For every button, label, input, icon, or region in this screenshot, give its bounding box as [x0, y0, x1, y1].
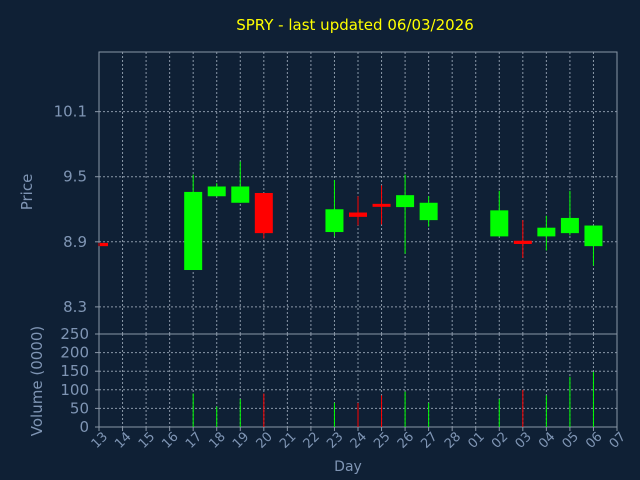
candle-body — [372, 203, 391, 207]
x-tick-label: 19 — [230, 429, 252, 451]
volume-tick-label: 0 — [79, 418, 89, 436]
x-tick-label: 27 — [418, 429, 440, 451]
candle-body — [490, 210, 509, 237]
volume-tick-label: 250 — [60, 325, 89, 343]
volume-tick-label: 150 — [60, 362, 89, 380]
grid-lines — [99, 52, 617, 427]
x-tick-label: 05 — [560, 429, 582, 451]
x-tick-label: 16 — [159, 429, 181, 451]
x-tick-label: 07 — [607, 429, 629, 451]
candle-body — [349, 212, 367, 217]
volume-axis-label: Volume (0000) — [28, 326, 46, 436]
candle-body — [396, 195, 415, 208]
price-tick-label: 8.3 — [63, 298, 87, 316]
candle-body — [537, 227, 556, 237]
volume-bars — [192, 371, 594, 427]
volume-tick-label: 100 — [60, 381, 89, 399]
axis-labels: 13 14 15 16 17 18 19 20 21 22 23 24 25 26 27 28 01 02 03 04… — [54, 103, 629, 452]
chart-title: SPRY - last updated 06/03/2026 — [236, 16, 474, 34]
x-tick-label: 03 — [513, 429, 535, 451]
x-tick-label: 17 — [183, 429, 205, 451]
volume-tick-label: 50 — [70, 399, 89, 417]
candle-body — [231, 186, 250, 203]
x-tick-label: 01 — [465, 429, 487, 451]
x-tick-label: 25 — [371, 429, 393, 451]
candle-body — [254, 193, 273, 234]
candle-body — [513, 240, 532, 244]
x-tick-label: 02 — [489, 429, 511, 451]
volume-tick-label: 200 — [60, 344, 89, 362]
x-tick-label: 15 — [136, 429, 158, 451]
candle-body — [100, 242, 108, 247]
x-tick-label: 28 — [442, 429, 464, 451]
x-tick-label: 22 — [301, 429, 323, 451]
x-tick-label: 06 — [583, 429, 605, 451]
x-tick-label: 13 — [89, 429, 111, 451]
price-tick-label: 8.9 — [63, 233, 87, 251]
x-tick-label: 24 — [348, 429, 370, 451]
x-tick-label: 23 — [324, 429, 346, 451]
x-tick-label: 14 — [112, 429, 134, 451]
x-tick-label: 26 — [395, 429, 417, 451]
x-tick-label: 20 — [254, 429, 276, 451]
candle-body — [584, 225, 603, 247]
candle-body — [184, 191, 203, 271]
price-axis-label: Price — [18, 174, 36, 211]
candle-body — [419, 202, 438, 221]
price-tick-label: 10.1 — [54, 103, 87, 121]
x-tick-label: 04 — [536, 429, 558, 451]
candle-body — [207, 186, 226, 197]
x-tick-label: 18 — [206, 429, 228, 451]
price-tick-label: 9.5 — [63, 168, 87, 186]
price-candles — [98, 161, 603, 271]
candle-body — [325, 209, 344, 233]
x-axis-label: Day — [334, 459, 362, 475]
candle-body — [560, 217, 579, 234]
x-tick-label: 21 — [277, 429, 299, 451]
